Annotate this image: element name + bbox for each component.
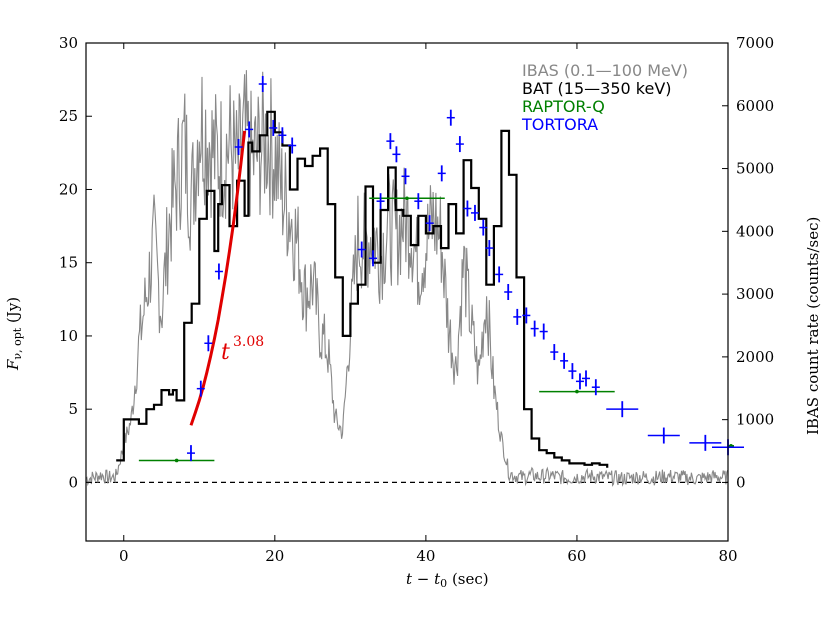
fit-annotation: t 3.08 bbox=[221, 334, 264, 365]
y-right-tick-label: 7000 bbox=[736, 34, 774, 52]
x-tick-label: 0 bbox=[119, 547, 129, 565]
y-left-tick-label: 20 bbox=[59, 180, 78, 198]
legend-ibas: IBAS (0.1—100 MeV) bbox=[522, 61, 688, 80]
y-right-tick-label: 4000 bbox=[736, 222, 774, 240]
x-axis-label: t − t0 (sec) bbox=[406, 570, 489, 590]
y-left-tick-label: 10 bbox=[59, 327, 78, 345]
y-axis-right-label: IBAS count rate (counts/sec) bbox=[804, 217, 822, 435]
legend-bat-range: (15—350 keV) bbox=[558, 79, 672, 98]
y-left-tick-label: 5 bbox=[68, 400, 78, 418]
y-right-tick-label: 5000 bbox=[736, 160, 774, 178]
raptor-point bbox=[575, 389, 579, 394]
bat-series-step bbox=[116, 110, 609, 468]
annotation-base: t bbox=[221, 340, 230, 365]
legend-ibas-range: (0.1—100 MeV) bbox=[564, 61, 688, 80]
axes-layer: 0 20 40 60 80 0 5 10 15 20 25 30 0 1000 2000 3000 4000 50… bbox=[59, 34, 774, 565]
x-tick-label: 60 bbox=[567, 547, 586, 565]
y-right-tick-label: 6000 bbox=[736, 97, 774, 115]
y-right-tick-label: 2000 bbox=[736, 348, 774, 366]
raptor-point bbox=[174, 458, 179, 463]
y-left-tick-label: 0 bbox=[68, 473, 78, 491]
legend-ibas-label: IBAS bbox=[522, 61, 559, 80]
y-left-tick-label: 25 bbox=[59, 107, 78, 125]
y-right-tick-label: 1000 bbox=[736, 411, 774, 429]
raptor-point bbox=[405, 196, 409, 201]
y-right-tick-label: 0 bbox=[736, 473, 746, 491]
ibas-series-line bbox=[85, 70, 729, 487]
legend-tortora: TORTORA bbox=[521, 115, 598, 134]
y-right-tick-label: 3000 bbox=[736, 285, 774, 303]
x-tick-label: 80 bbox=[718, 547, 737, 565]
x-tick-label: 20 bbox=[265, 547, 284, 565]
legend-raptor: RAPTOR-Q bbox=[522, 97, 605, 116]
y-axis-left-label: Fν, opt (Jy) bbox=[4, 297, 24, 371]
legend-bat: BAT (15—350 keV) bbox=[522, 79, 672, 98]
legend: IBAS (0.1—100 MeV) BAT (15—350 keV) RAPT… bbox=[521, 61, 688, 134]
y-left-tick-label: 30 bbox=[59, 34, 78, 52]
plot-frame bbox=[85, 42, 729, 542]
x-tick-label: 40 bbox=[416, 547, 435, 565]
legend-bat-label: BAT bbox=[522, 79, 553, 98]
annotation-exponent: 3.08 bbox=[233, 334, 264, 350]
plot-layer bbox=[85, 70, 744, 487]
y-left-tick-label: 15 bbox=[59, 254, 78, 272]
